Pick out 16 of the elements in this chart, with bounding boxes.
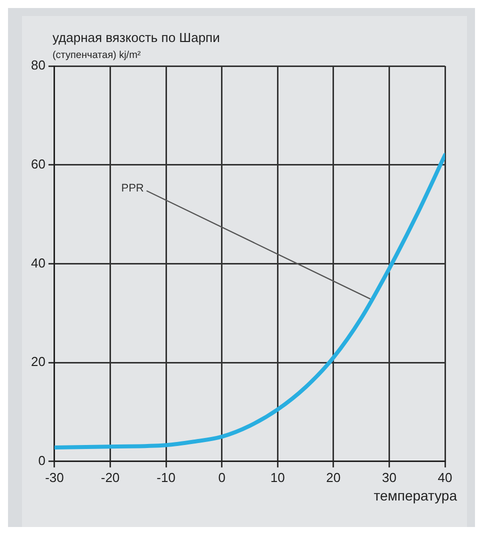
y-tick-label: 0 xyxy=(38,452,46,468)
x-tick-label: 0 xyxy=(218,470,226,485)
x-tick-label: -20 xyxy=(100,470,120,485)
x-tick-label: 10 xyxy=(270,470,285,485)
y-axis-title: ударная вязкость по Шарпи (ступенчатая) kj/m² xyxy=(52,30,220,61)
x-tick-label: 30 xyxy=(382,470,396,485)
x-tick-label: 20 xyxy=(326,470,341,485)
x-tick-label: 40 xyxy=(438,470,452,485)
y-tick-label: 20 xyxy=(30,354,46,370)
x-tick-label: -10 xyxy=(156,470,176,485)
y-tick-label: 80 xyxy=(30,58,46,73)
x-axis-title: температура xyxy=(374,487,458,504)
x-tick-label: -30 xyxy=(45,470,64,485)
y-tick-label: 60 xyxy=(30,156,46,172)
annotation: PPR xyxy=(121,182,144,195)
y-tick-label: 40 xyxy=(30,255,46,270)
